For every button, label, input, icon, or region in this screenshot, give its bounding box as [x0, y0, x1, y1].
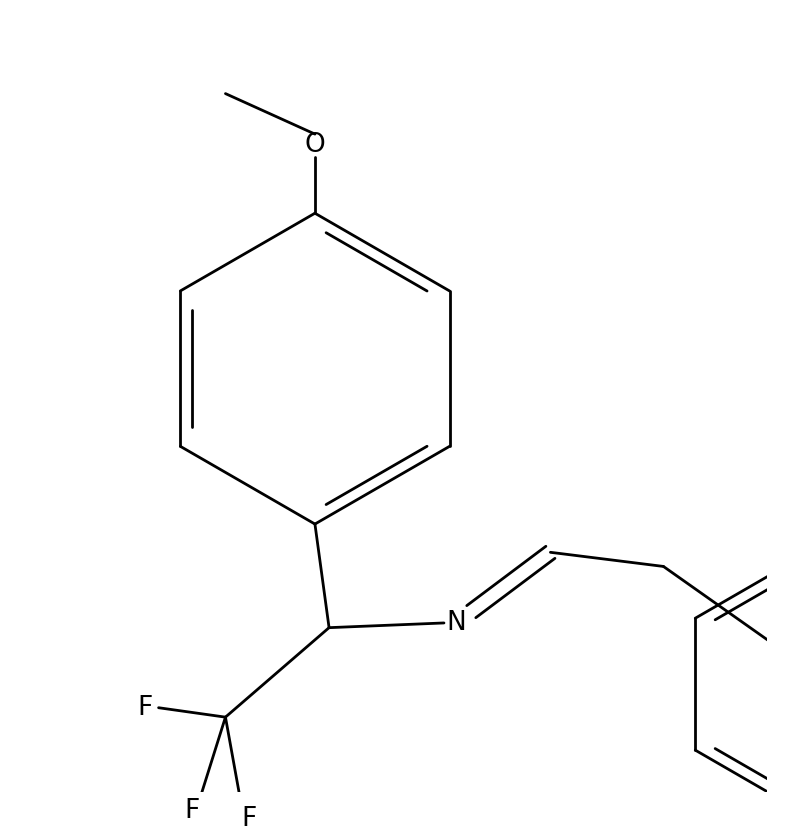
Text: O: O	[305, 133, 325, 158]
Text: F: F	[185, 798, 200, 824]
Text: N: N	[446, 610, 466, 636]
Text: F: F	[242, 806, 257, 831]
Text: F: F	[137, 695, 153, 721]
